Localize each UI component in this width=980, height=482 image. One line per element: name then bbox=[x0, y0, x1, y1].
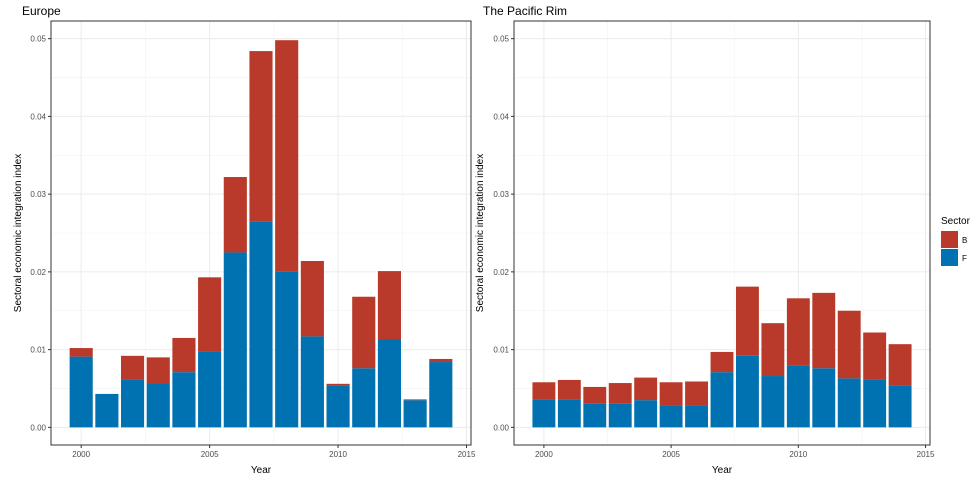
x-tick-label: 2000 bbox=[72, 450, 90, 459]
bar-f-2006 bbox=[223, 252, 247, 428]
bar-f-2011 bbox=[352, 368, 376, 428]
bar-b-2010 bbox=[786, 298, 810, 366]
x-axis-title: Year bbox=[712, 465, 733, 476]
bar-b-2014 bbox=[888, 344, 912, 386]
bar-f-2011 bbox=[812, 368, 836, 428]
panel-europe: 0.00 0.01 0.02 0.03 0.04 0.05 2000 2005 2010 2015… bbox=[13, 4, 476, 476]
y-tick-label: 0.01 bbox=[493, 346, 509, 355]
bar-b-2005 bbox=[659, 382, 683, 406]
bar-b-2003 bbox=[608, 383, 632, 404]
bar-f-2010 bbox=[786, 365, 810, 428]
y-tick-label: 0.04 bbox=[493, 112, 509, 121]
bar-f-2004 bbox=[172, 372, 196, 428]
x-tick-label: 2015 bbox=[458, 450, 476, 459]
bar-f-2002 bbox=[583, 403, 607, 428]
bar-b-2009 bbox=[300, 260, 324, 337]
x-axis-title: Year bbox=[251, 465, 272, 476]
bar-b-2009 bbox=[761, 323, 785, 377]
bar-f-2013 bbox=[403, 400, 427, 428]
bar-f-2014 bbox=[888, 385, 912, 428]
bar-b-2014 bbox=[429, 358, 453, 363]
y-axis-title: Sectoral economic integration index bbox=[475, 154, 486, 312]
bar-f-2003 bbox=[146, 383, 170, 428]
bar-f-2012 bbox=[837, 378, 861, 428]
bar-b-2000 bbox=[532, 382, 556, 400]
legend-label-f: F bbox=[962, 254, 967, 263]
bar-f-2005 bbox=[659, 405, 683, 428]
legend: Sector B F bbox=[941, 216, 971, 266]
bar-f-2000 bbox=[532, 399, 556, 428]
bar-b-2012 bbox=[377, 271, 401, 340]
bar-b-2013 bbox=[403, 399, 427, 401]
legend-label-b: B bbox=[962, 236, 967, 245]
bar-b-2011 bbox=[352, 296, 376, 369]
bar-b-2001 bbox=[557, 379, 581, 400]
y-tick-label: 0.00 bbox=[493, 423, 509, 432]
y-tick-label: 0.02 bbox=[493, 268, 509, 277]
y-tick-label: 0.01 bbox=[30, 346, 46, 355]
y-tick-label: 0.05 bbox=[30, 35, 46, 44]
x-tick-label: 2000 bbox=[535, 450, 553, 459]
y-tick-label: 0.00 bbox=[30, 423, 46, 432]
bar-f-2002 bbox=[121, 379, 145, 428]
x-tick-label: 2010 bbox=[329, 450, 347, 459]
bar-b-2005 bbox=[198, 277, 222, 352]
bar-b-2000 bbox=[69, 348, 93, 357]
bar-b-2004 bbox=[634, 377, 658, 401]
y-tick-label: 0.04 bbox=[30, 112, 46, 121]
panel-border bbox=[513, 20, 931, 446]
bar-b-2008 bbox=[275, 40, 299, 272]
bar-b-2006 bbox=[223, 177, 247, 253]
bar-f-2006 bbox=[685, 405, 709, 428]
bar-b-2003 bbox=[146, 357, 170, 384]
bar-b-2004 bbox=[172, 337, 196, 373]
legend-title: Sector bbox=[941, 216, 971, 227]
y-tick-label: 0.02 bbox=[30, 268, 46, 277]
bar-f-2004 bbox=[634, 400, 658, 428]
bar-f-2007 bbox=[249, 221, 273, 428]
y-tick-label: 0.03 bbox=[493, 190, 509, 199]
bar-b-2002 bbox=[583, 386, 607, 404]
bar-f-2008 bbox=[275, 271, 299, 428]
x-tick-label: 2010 bbox=[789, 450, 807, 459]
legend-swatch-b bbox=[941, 231, 958, 248]
bar-f-2005 bbox=[198, 351, 222, 428]
bar-f-2000 bbox=[69, 356, 93, 428]
bar-f-2001 bbox=[557, 399, 581, 428]
panel-title: Europe bbox=[22, 4, 61, 18]
bar-b-2013 bbox=[863, 332, 887, 380]
x-tick-label: 2015 bbox=[917, 450, 935, 459]
y-axis-title: Sectoral economic integration index bbox=[13, 154, 24, 312]
bar-b-2008 bbox=[735, 286, 759, 356]
bar-f-2014 bbox=[429, 362, 453, 428]
x-tick-label: 2005 bbox=[662, 450, 680, 459]
bar-b-2007 bbox=[710, 351, 734, 373]
bar-f-2009 bbox=[300, 336, 324, 428]
y-tick-label: 0.05 bbox=[493, 35, 509, 44]
bar-b-2006 bbox=[685, 381, 709, 406]
panel-border bbox=[50, 20, 472, 446]
x-tick-label: 2005 bbox=[201, 450, 219, 459]
bar-b-2011 bbox=[812, 292, 836, 369]
y-tick-label: 0.03 bbox=[30, 190, 46, 199]
panel-title: The Pacific Rim bbox=[483, 4, 567, 18]
bar-f-2012 bbox=[377, 339, 401, 428]
bar-f-2003 bbox=[608, 403, 632, 428]
bar-f-2010 bbox=[326, 385, 350, 428]
legend-swatch-f bbox=[941, 249, 958, 266]
bar-f-2013 bbox=[863, 379, 887, 428]
bar-b-2012 bbox=[837, 310, 861, 379]
bar-f-2008 bbox=[735, 355, 759, 428]
bar-f-2009 bbox=[761, 376, 785, 428]
bar-f-2001 bbox=[95, 393, 119, 428]
panel-pacific-rim: 0.00 0.01 0.02 0.03 0.04 0.05 2000 2005 2010 2015… bbox=[475, 4, 935, 476]
bar-b-2002 bbox=[121, 355, 145, 380]
bar-f-2007 bbox=[710, 372, 734, 428]
bar-b-2010 bbox=[326, 383, 350, 386]
bar-b-2007 bbox=[249, 51, 273, 222]
